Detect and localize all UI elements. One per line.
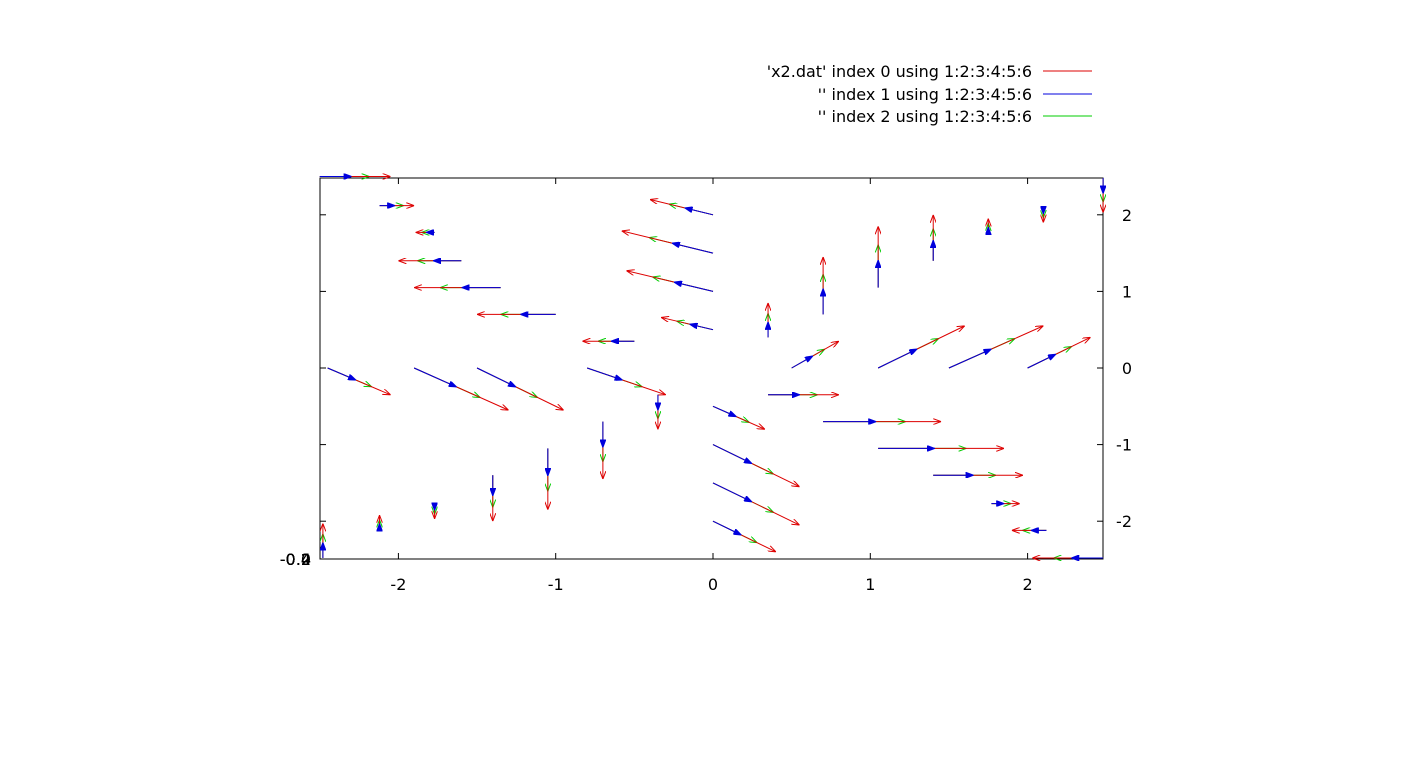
y-tick-label: 1 — [1122, 282, 1132, 301]
vector-arrows — [319, 177, 1103, 558]
vector-arrow-series-2 — [712, 520, 741, 535]
y-tick-label: -1 — [1116, 436, 1132, 455]
vector-arrow-series-2 — [672, 243, 714, 254]
vector-arrow-series-2 — [712, 405, 736, 416]
x-tick-label: 1 — [865, 575, 875, 594]
legend-label-series-3: '' index 2 using 1:2:3:4:5:6 — [818, 107, 1032, 126]
vector-arrow-series-2 — [674, 282, 714, 292]
plot-frame — [319, 177, 1104, 560]
x-tick-label: -1 — [548, 575, 564, 594]
z-tick-label: -0.4 — [280, 550, 311, 569]
y-tick-label: 0 — [1122, 359, 1132, 378]
legend-label-series-2: '' index 1 using 1:2:3:4:5:6 — [818, 85, 1032, 104]
vector-arrow-series-2 — [327, 367, 356, 380]
vector-arrow-series-2 — [476, 367, 516, 387]
vector-arrow-series-2 — [791, 356, 813, 369]
axis-ticks — [320, 178, 1103, 559]
z-tick-label: 0.4 — [286, 550, 311, 569]
x-tick-label: -2 — [390, 575, 406, 594]
vector-arrow-series-2 — [586, 367, 622, 380]
z-tick-label: 0.2 — [286, 550, 311, 569]
vector-arrow-series-2 — [948, 349, 991, 369]
vector-arrow-series-2 — [413, 367, 456, 387]
vector-arrow-series-2 — [685, 208, 714, 216]
vector-arrow-series-2 — [1027, 354, 1056, 369]
x-tick-label: 2 — [1023, 575, 1033, 594]
vector-arrow-series-2 — [712, 482, 752, 502]
legend-label-series-1: 'x2.dat' index 0 using 1:2:3:4:5:6 — [767, 62, 1032, 81]
z-tick-label: -0.2 — [280, 550, 311, 569]
y-tick-label: -2 — [1116, 512, 1132, 531]
vector-arrow-series-2 — [712, 444, 752, 464]
vector-arrow-series-2 — [877, 349, 917, 369]
y-tick-label: 2 — [1122, 206, 1132, 225]
x-tick-label: 0 — [708, 575, 718, 594]
vector-arrow-series-2 — [690, 324, 714, 331]
z-tick-label: 0 — [301, 550, 311, 569]
legend: 'x2.dat' index 0 using 1:2:3:4:5:6 '' in… — [767, 62, 1092, 126]
